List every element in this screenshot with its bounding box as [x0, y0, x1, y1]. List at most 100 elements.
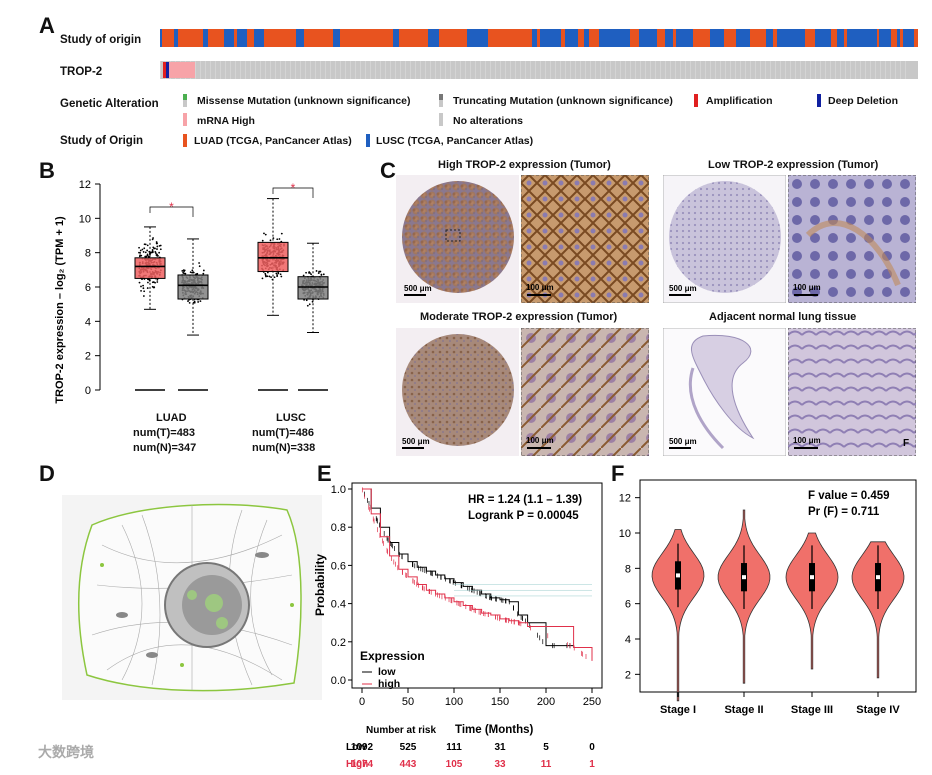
sample-gap: [745, 61, 746, 79]
sample-gap: [415, 61, 416, 79]
data-point: [181, 270, 184, 272]
study-segment: [296, 29, 304, 47]
sample-gap: [875, 61, 876, 79]
sample-gap: [385, 61, 386, 79]
data-point: [151, 249, 154, 251]
sample-gap: [655, 61, 656, 79]
boxplot-points: [138, 232, 325, 307]
data-point: [138, 251, 140, 254]
data-point: [276, 238, 279, 241]
data-point: [202, 272, 205, 275]
sample-gap: [790, 61, 791, 79]
data-point: [139, 254, 142, 257]
legend-deep-deletion: Deep Deletion: [828, 95, 899, 107]
sample-gap: [300, 61, 301, 79]
study-segment: [665, 29, 673, 47]
sample-gap: [560, 61, 561, 79]
sample-gap: [255, 61, 256, 79]
study-segment: [730, 29, 736, 47]
study-segment: [532, 29, 537, 47]
study-segment: [716, 29, 724, 47]
y-tick-label: 0: [85, 385, 91, 397]
study-segment: [833, 29, 835, 47]
sample-gap: [610, 61, 611, 79]
missense-swatch-base: [183, 100, 187, 107]
sample-gap: [505, 61, 506, 79]
data-point: [280, 275, 283, 278]
sample-gap: [290, 61, 291, 79]
truncating-swatch: [439, 94, 443, 100]
sample-gap: [345, 61, 346, 79]
sample-gap: [420, 61, 421, 79]
y-tick-label: 10: [619, 528, 631, 540]
study-segment: [437, 29, 439, 47]
luad-swatch: [183, 134, 187, 147]
study-segment: [194, 29, 203, 47]
sample-gap: [210, 61, 211, 79]
study-segment: [386, 29, 393, 47]
sample-gap: [665, 61, 666, 79]
study-segment: [864, 29, 872, 47]
data-point: [261, 239, 264, 242]
ihc-adjacent-zoom: 100 μm F: [788, 328, 916, 456]
sample-gap: [400, 61, 401, 79]
study-segment: [554, 29, 561, 47]
study-segment: [831, 29, 833, 47]
study-segment: [589, 29, 599, 47]
study-segment: [584, 29, 586, 47]
violin-median: [742, 575, 746, 580]
panel-c-letter: C: [380, 158, 396, 183]
sample-gap: [900, 61, 901, 79]
stage-label: Stage III: [791, 704, 833, 716]
study-segment: [777, 29, 784, 47]
data-point: [183, 269, 186, 272]
boxplot-y-axis: 0 2 4 6 8 10 12: [79, 179, 101, 397]
sample-gap: [375, 61, 376, 79]
km-legend-high: high: [378, 678, 400, 690]
mrna-high-mark: [169, 62, 195, 78]
risk-high-value: 1: [589, 759, 595, 770]
sample-gap: [220, 61, 221, 79]
study-segment: [652, 29, 657, 47]
km-number-at-risk: Number at risk: [366, 725, 436, 736]
group-lusc-tnum: num(T)=486: [252, 427, 315, 439]
data-point: [140, 289, 142, 292]
sample-gap: [205, 61, 206, 79]
study-segment: [657, 29, 665, 47]
sample-gap: [405, 61, 406, 79]
study-segment: [467, 29, 470, 47]
data-point: [305, 271, 307, 274]
violin: [651, 529, 705, 702]
panel-b-letter: B: [39, 158, 55, 183]
data-point: [306, 304, 309, 307]
study-of-origin-label: Study of Origin: [60, 135, 144, 147]
sample-gap: [620, 61, 621, 79]
lusc-swatch: [366, 134, 370, 147]
data-point: [302, 274, 305, 277]
sample-gap: [535, 61, 536, 79]
data-point: [198, 262, 201, 264]
data-point: [156, 253, 158, 256]
mrna-high-swatch: [183, 113, 187, 126]
data-point: [308, 272, 310, 274]
data-point: [266, 271, 269, 274]
data-point: [322, 273, 325, 276]
data-point: [193, 300, 196, 303]
sample-gap: [540, 61, 541, 79]
sample-gap: [720, 61, 721, 79]
sample-gap: [510, 61, 511, 79]
legend-luad: LUAD (TCGA, PanCancer Atlas): [194, 135, 352, 147]
data-point: [311, 300, 314, 303]
box: [177, 274, 209, 300]
sample-gap: [370, 61, 371, 79]
study-segment: [815, 29, 823, 47]
study-segment: [428, 29, 437, 47]
study-segment: [639, 29, 643, 47]
sample-gap: [760, 61, 761, 79]
sample-gap: [235, 61, 236, 79]
study-segment: [409, 29, 417, 47]
sample-gap: [805, 61, 806, 79]
data-point: [202, 269, 205, 272]
legend-lusc: LUSC (TCGA, PanCancer Atlas): [376, 135, 534, 147]
risk-high-value: 1074: [351, 759, 374, 770]
